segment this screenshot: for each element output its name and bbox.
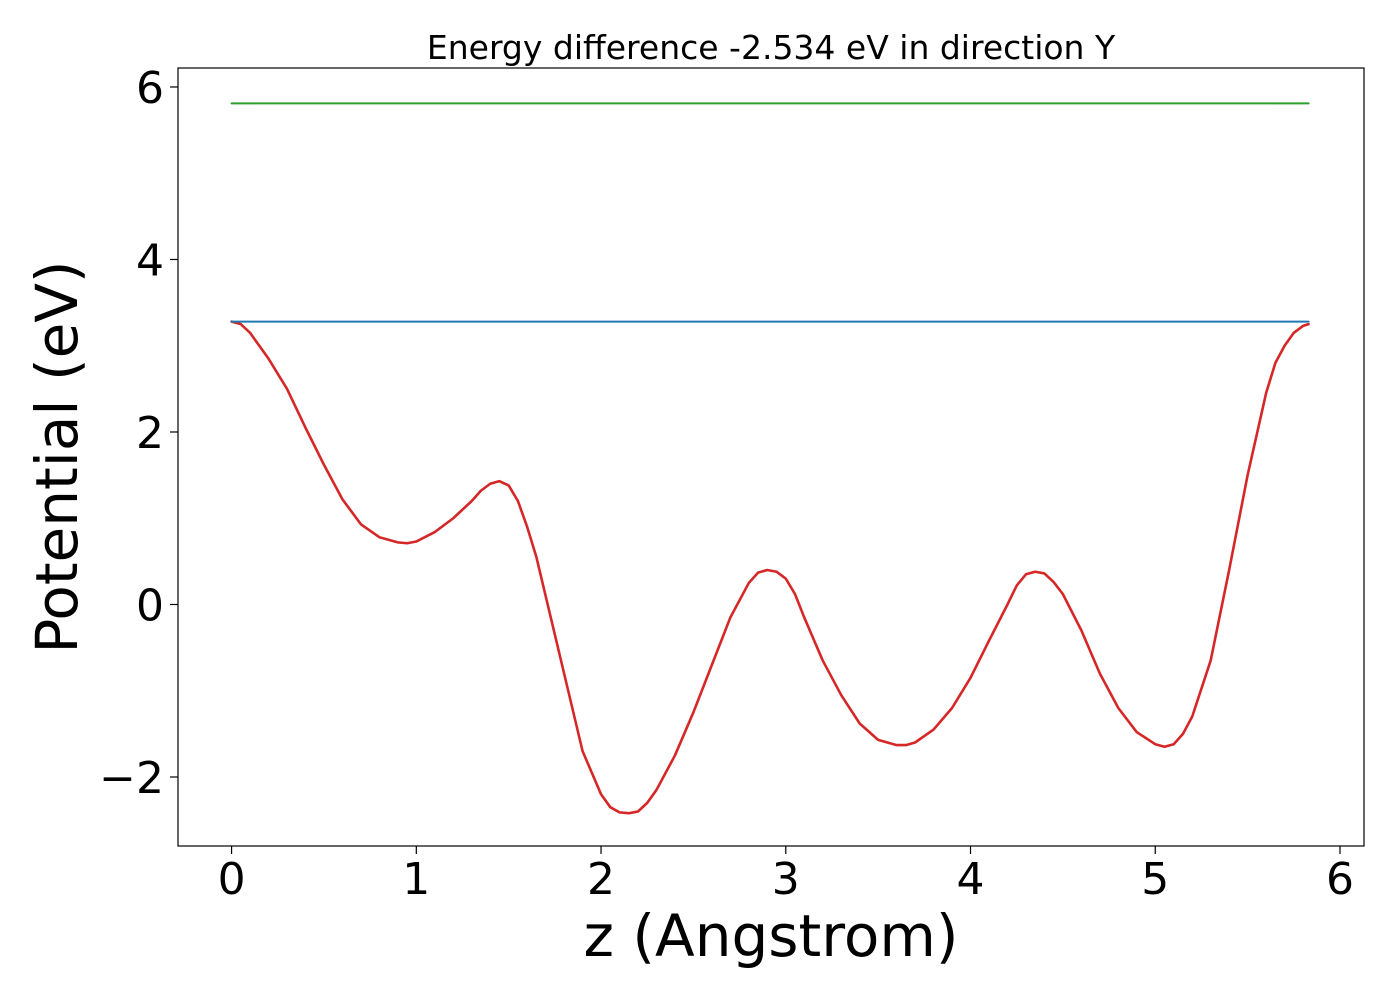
y-axis: −2 0 2 4 6	[99, 63, 178, 804]
chart-title: Energy difference -2.534 eV in direction…	[427, 28, 1116, 67]
series-layer	[230, 102, 1310, 815]
x-tick-label: 0	[218, 854, 246, 905]
y-tick-label: 4	[136, 235, 164, 286]
y-tick-label: 6	[136, 63, 164, 114]
x-tick-label: 3	[772, 854, 800, 905]
x-tick-label: 4	[957, 854, 985, 905]
x-tick-label: 1	[402, 854, 430, 905]
y-tick-label: 2	[136, 408, 164, 459]
x-tick-label: 2	[587, 854, 615, 905]
potential-curve-line	[230, 320, 1310, 815]
x-axis: 0 1 2 3 4 5 6	[218, 846, 1354, 905]
y-axis-title: Potential (eV)	[23, 260, 91, 653]
y-tick-label: 0	[136, 580, 164, 631]
x-axis-title: z (Angstrom)	[584, 902, 959, 970]
y-tick-label: −2	[99, 753, 164, 804]
x-tick-label: 6	[1326, 854, 1354, 905]
plot-area-frame	[177, 67, 1365, 847]
x-tick-label: 5	[1141, 854, 1169, 905]
